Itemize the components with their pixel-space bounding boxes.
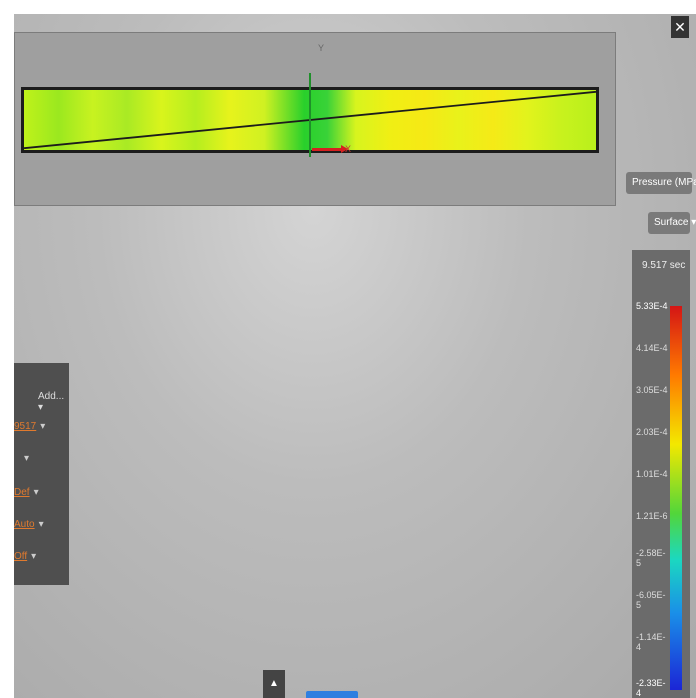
y-axis-line [309, 73, 311, 157]
3d-viewport[interactable]: Y X [14, 32, 616, 206]
legend-label: 1.01E-4 [636, 469, 668, 479]
legend-label: -2.33E-4 [636, 678, 666, 698]
chevron-down-icon[interactable]: ▾ [40, 421, 46, 432]
side-row-link[interactable]: Auto [14, 519, 35, 530]
legend-label: -2.58E-5 [636, 548, 666, 568]
legend-label: 4.14E-4 [636, 343, 668, 353]
side-row[interactable]: ▾ [20, 453, 29, 464]
side-row[interactable]: Off ▾ [14, 551, 36, 562]
left-edge [0, 0, 14, 698]
legend-label: 5.33E-4 [636, 301, 668, 311]
x-axis-arrow [312, 145, 348, 153]
legend-label: -6.05E-5 [636, 590, 666, 610]
side-row-link[interactable]: Def [14, 487, 30, 498]
add-dropdown[interactable]: Add... ▾ [38, 391, 65, 413]
bottom-active-indicator[interactable] [306, 691, 358, 698]
legend-label: 2.03E-4 [636, 427, 668, 437]
x-axis-label: X [345, 144, 352, 154]
result-type-dropdown[interactable]: Pressure (MPa) ▾ [626, 172, 696, 194]
side-row[interactable]: Auto ▾ [14, 519, 44, 530]
color-legend: 9.517 sec 5.33E-4 4.14E-4 3.05E-4 2.03E-… [632, 250, 690, 698]
legend-label: 1.21E-6 [636, 511, 668, 521]
bottom-panel-toggle[interactable]: ▲ [263, 670, 285, 698]
side-row[interactable]: 9517 ▾ [14, 421, 45, 432]
display-mode-dropdown[interactable]: Surface ▾ [648, 212, 696, 234]
legend-label: -1.14E-4 [636, 632, 666, 652]
legend-color-bar [670, 306, 682, 690]
chevron-down-icon[interactable]: ▾ [24, 453, 30, 464]
top-edge [0, 0, 696, 14]
chevron-down-icon[interactable]: ▾ [33, 487, 39, 498]
side-row[interactable]: Def ▾ [14, 487, 39, 498]
y-axis-label: Y [318, 43, 325, 53]
legend-labels: 5.33E-4 4.14E-4 3.05E-4 2.03E-4 1.01E-4 … [636, 301, 670, 698]
side-row-link[interactable]: Off [14, 551, 28, 562]
chevron-down-icon[interactable]: ▾ [38, 519, 44, 530]
legend-time-title: 9.517 sec [642, 260, 686, 271]
side-row-link[interactable]: 9517 [14, 421, 37, 432]
close-button[interactable]: ✕ [671, 16, 689, 38]
legend-label: 3.05E-4 [636, 385, 668, 395]
chevron-down-icon[interactable]: ▾ [31, 551, 37, 562]
side-settings-panel: Add... ▾ 9517 ▾ ▾ Def ▾ Auto ▾ Off ▾ [14, 363, 69, 585]
